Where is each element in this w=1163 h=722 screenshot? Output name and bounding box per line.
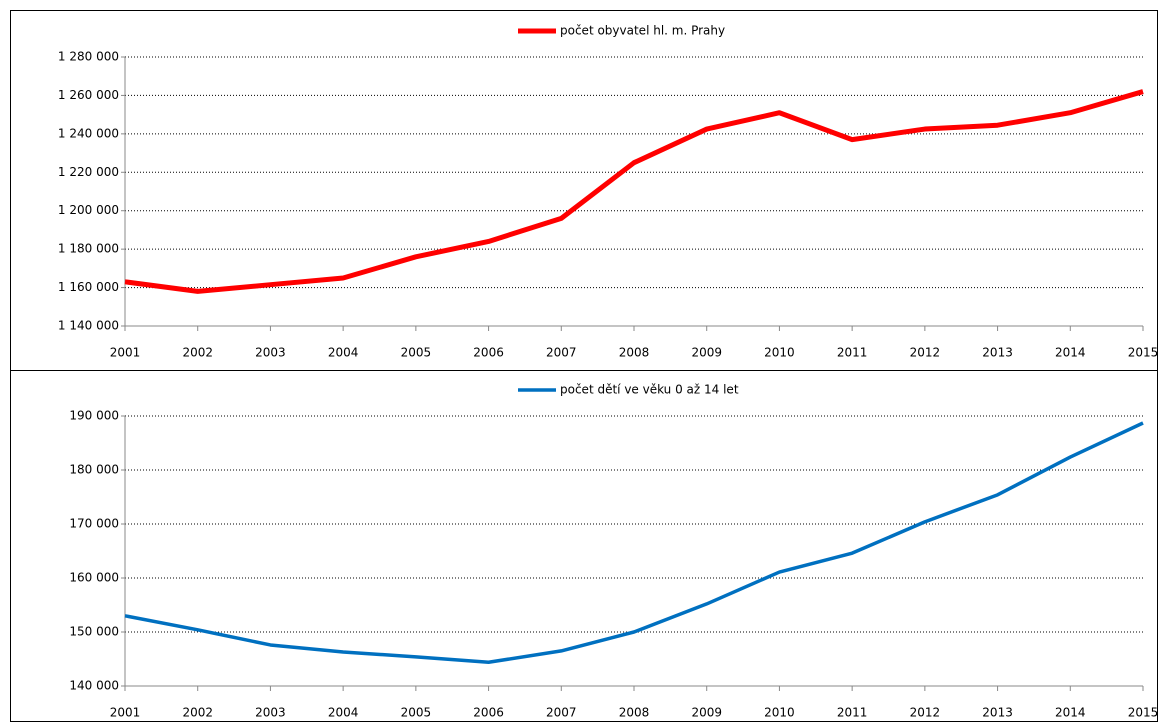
- y-tick-label: 1 180 000: [58, 242, 119, 256]
- y-tick-label: 1 280 000: [58, 50, 119, 64]
- y-tick-label: 1 200 000: [58, 203, 119, 217]
- x-tick-label: 2005: [401, 346, 432, 360]
- x-tick-label: 2015: [1128, 706, 1159, 720]
- y-tick-label: 140 000: [69, 679, 119, 693]
- x-tick-label: 2004: [328, 706, 359, 720]
- x-tick-label: 2010: [764, 346, 795, 360]
- x-tick-label: 2010: [764, 706, 795, 720]
- y-tick-label: 160 000: [69, 571, 119, 585]
- x-tick-label: 2007: [546, 346, 577, 360]
- x-tick-label: 2001: [110, 706, 141, 720]
- x-tick-label: 2008: [619, 346, 650, 360]
- x-tick-label: 2012: [910, 346, 941, 360]
- y-tick-label: 1 240 000: [58, 126, 119, 140]
- x-tick-label: 2004: [328, 346, 359, 360]
- x-tick-label: 2002: [182, 706, 213, 720]
- line-series: [124, 421, 1144, 664]
- x-tick-label: 2003: [255, 706, 286, 720]
- x-tick-label: 2001: [110, 346, 141, 360]
- legend-label: počet dětí ve věku 0 až 14 let: [560, 383, 739, 397]
- x-tick-label: 2003: [255, 346, 286, 360]
- y-tick-label: 150 000: [69, 625, 119, 639]
- x-tick-label: 2013: [982, 346, 1013, 360]
- x-tick-label: 2014: [1055, 706, 1086, 720]
- x-tick-label: 2006: [473, 346, 504, 360]
- x-tick-label: 2009: [691, 346, 722, 360]
- y-tick-label: 1 160 000: [58, 280, 119, 294]
- x-tick-label: 2007: [546, 706, 577, 720]
- chart-frame: [10, 10, 1158, 371]
- x-tick-label: 2014: [1055, 346, 1086, 360]
- chart-frame: [10, 370, 1158, 722]
- line-series: [124, 89, 1144, 294]
- x-tick-label: 2011: [837, 706, 868, 720]
- x-tick-label: 2013: [982, 706, 1013, 720]
- x-tick-label: 2011: [837, 346, 868, 360]
- y-tick-label: 1 220 000: [58, 165, 119, 179]
- x-tick-label: 2015: [1128, 346, 1159, 360]
- y-tick-label: 190 000: [69, 409, 119, 423]
- x-tick-label: 2009: [691, 706, 722, 720]
- x-tick-label: 2012: [910, 706, 941, 720]
- x-tick-label: 2008: [619, 706, 650, 720]
- legend-label: počet obyvatel hl. m. Prahy: [560, 24, 725, 38]
- y-tick-label: 180 000: [69, 463, 119, 477]
- y-tick-label: 170 000: [69, 517, 119, 531]
- x-tick-label: 2002: [182, 346, 213, 360]
- y-tick-label: 1 260 000: [58, 88, 119, 102]
- x-tick-label: 2006: [473, 706, 504, 720]
- y-tick-label: 1 140 000: [58, 319, 119, 333]
- x-tick-label: 2005: [401, 706, 432, 720]
